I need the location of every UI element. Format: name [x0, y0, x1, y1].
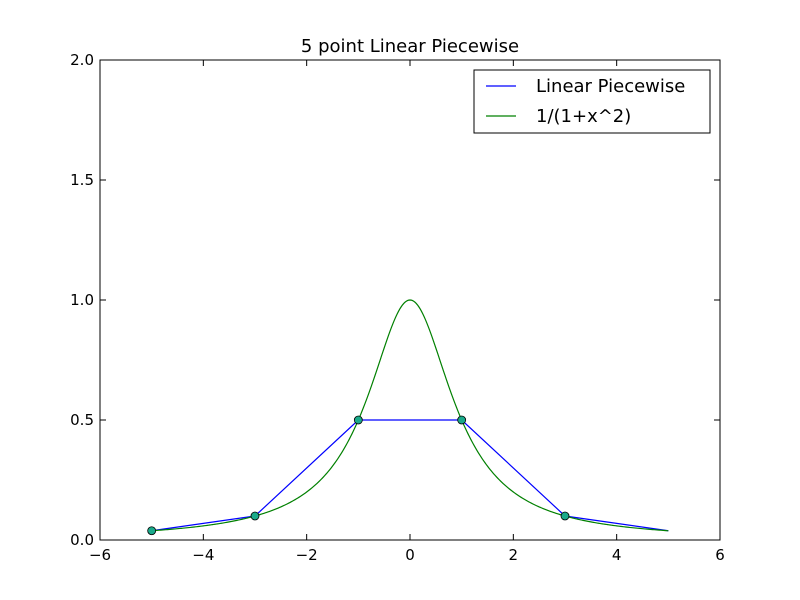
data-point-marker — [353, 415, 363, 425]
legend: Linear Piecewise 1/(1+x^2) — [473, 69, 711, 134]
legend-label-runge-function: 1/(1+x^2) — [536, 106, 631, 127]
y-tick-label: 2.0 — [70, 51, 94, 69]
series-line-1 — [151, 299, 669, 532]
legend-box — [473, 69, 711, 134]
chart-title: 5 point Linear Piecewise — [301, 36, 519, 57]
x-axis-ticks: −6 −4 −2 0 2 4 6 — [89, 60, 725, 564]
y-tick-label: 0.5 — [70, 411, 94, 429]
data-point-marker — [147, 526, 157, 536]
x-tick-label: 6 — [715, 546, 725, 564]
plot-series — [151, 299, 669, 532]
x-tick-label: −2 — [296, 546, 318, 564]
series-line-0 — [151, 419, 669, 532]
data-point-marker — [250, 511, 260, 521]
data-point-marker — [457, 415, 467, 425]
y-tick-label: 0.0 — [70, 531, 94, 549]
x-tick-label: 4 — [612, 546, 622, 564]
data-point-marker — [560, 511, 570, 521]
y-tick-label: 1.5 — [70, 171, 94, 189]
x-tick-label: −4 — [192, 546, 214, 564]
x-tick-label: −6 — [89, 546, 111, 564]
legend-label-linear-piecewise: Linear Piecewise — [536, 76, 685, 97]
x-tick-label: 0 — [405, 546, 415, 564]
x-tick-label: 2 — [509, 546, 519, 564]
y-axis-ticks: 0.0 0.5 1.0 1.5 2.0 — [70, 51, 720, 549]
plot-markers — [147, 415, 570, 536]
y-tick-label: 1.0 — [70, 291, 94, 309]
